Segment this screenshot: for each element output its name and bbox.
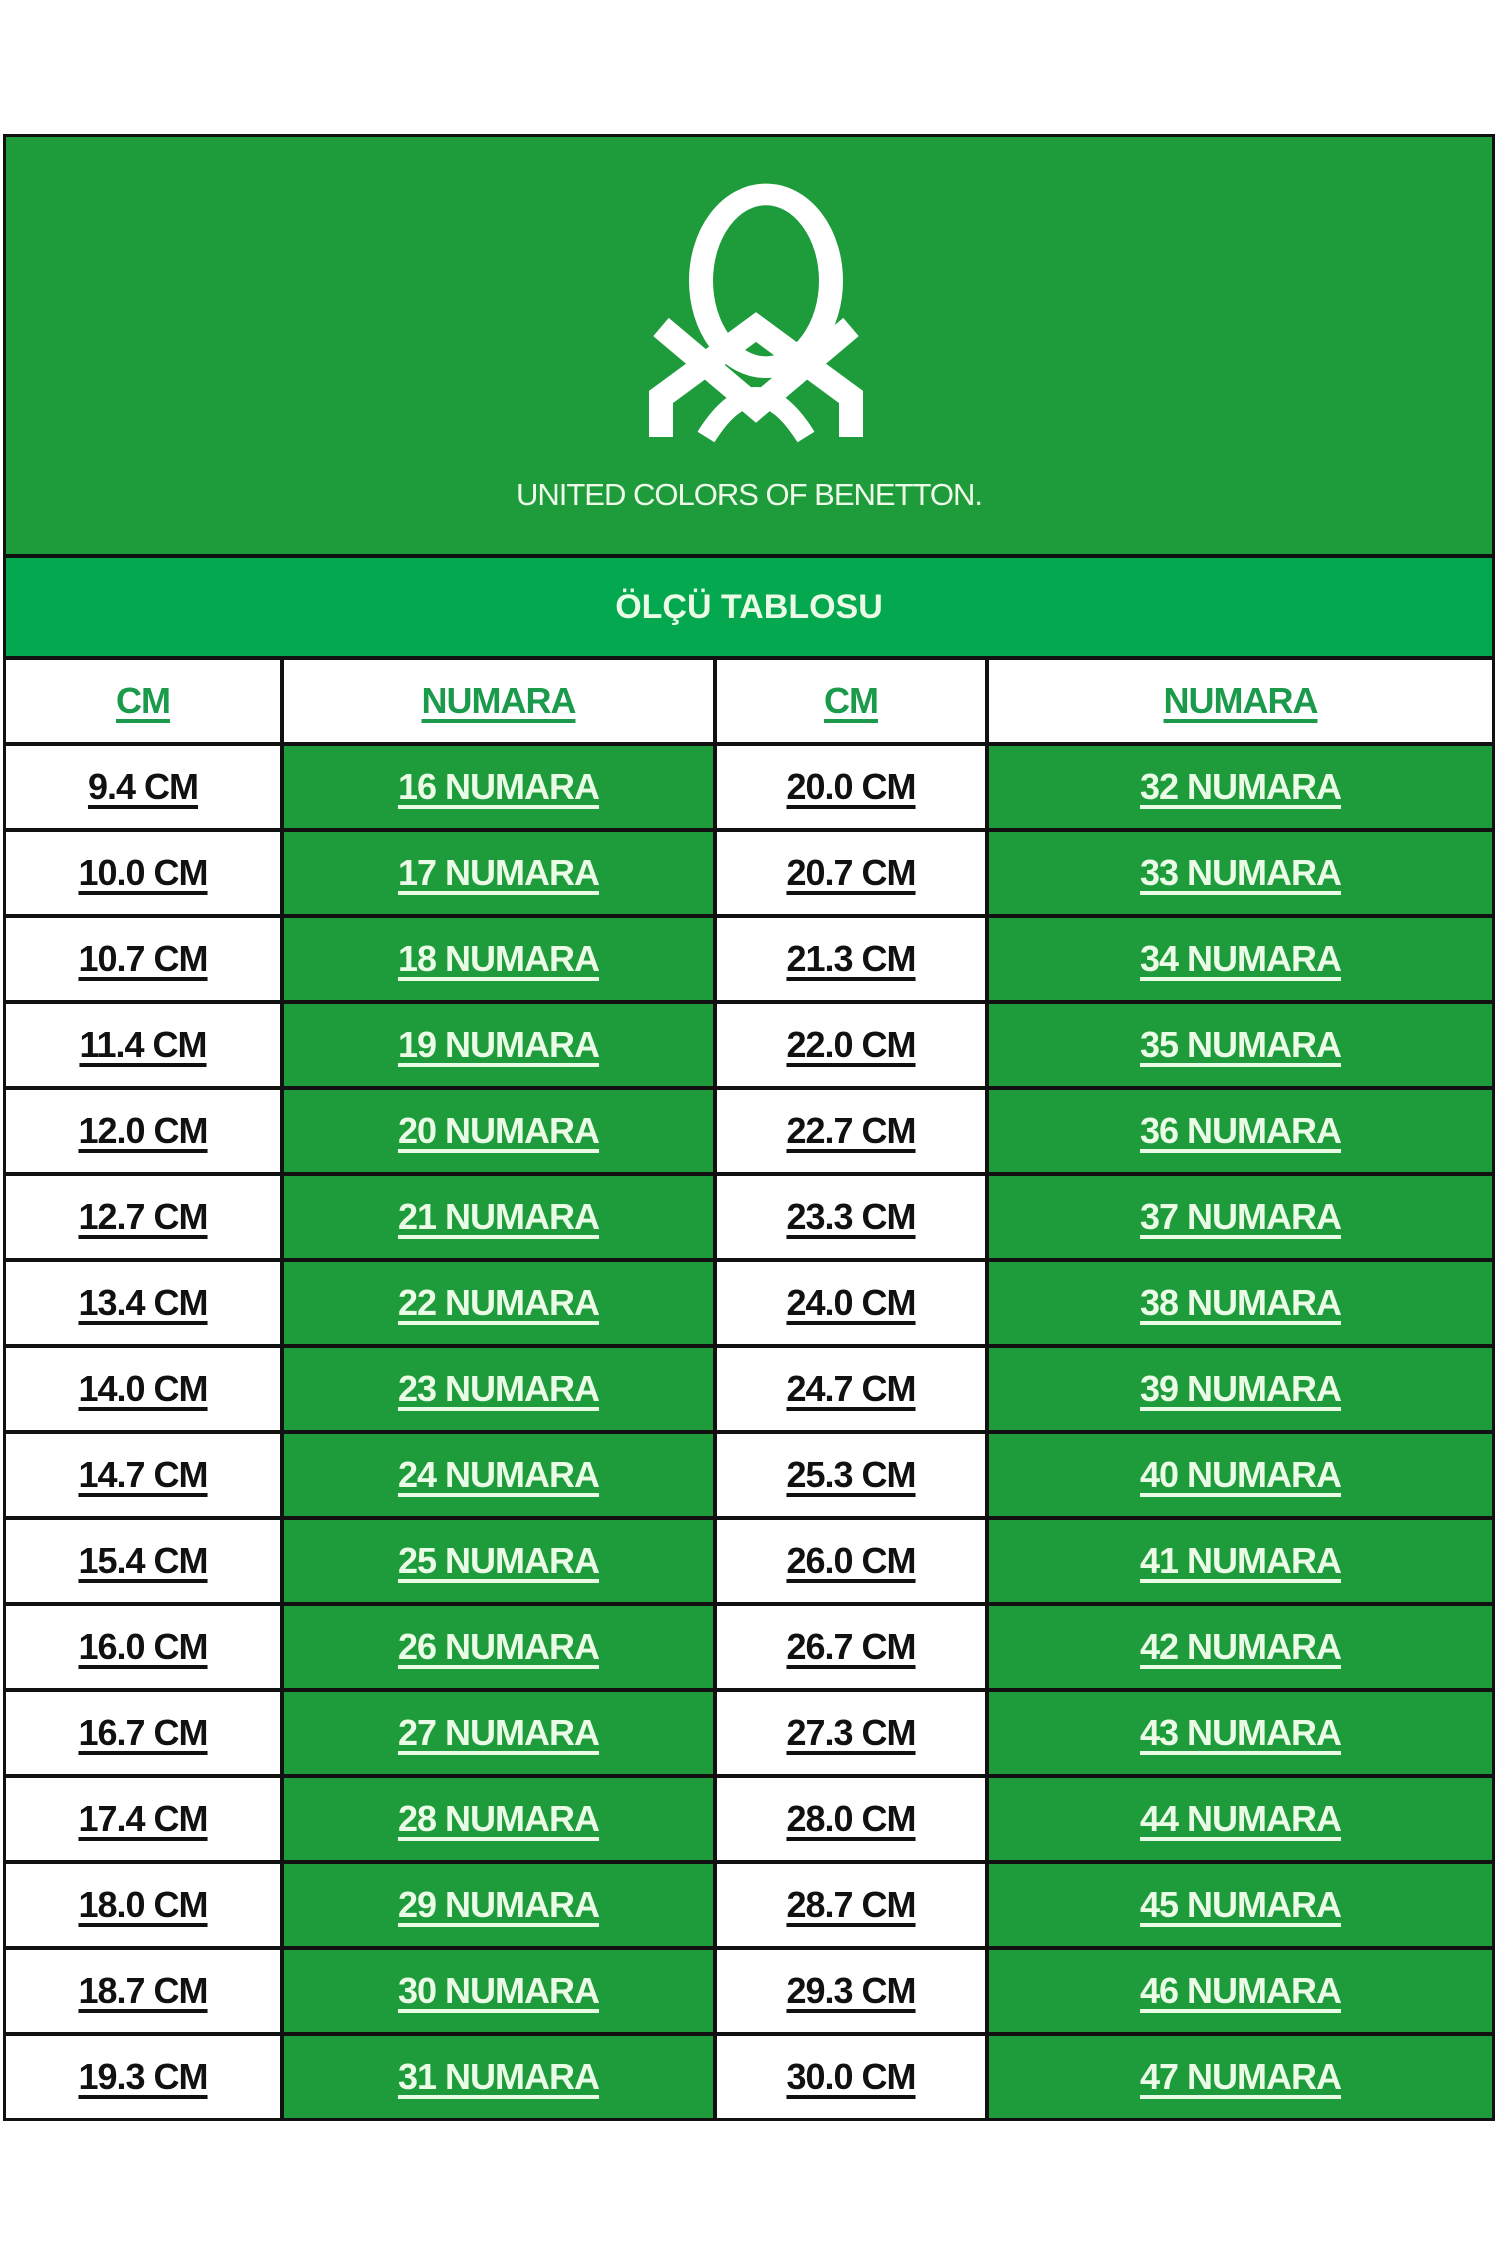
numara-cell: 47 NUMARA <box>989 2036 1492 2118</box>
cm-cell: 14.7 CM <box>6 1434 280 1516</box>
numara-cell: 34 NUMARA <box>989 918 1492 1000</box>
table-row: 18.0 CM 29 NUMARA 28.7 CM 45 NUMARA <box>6 1864 1492 1946</box>
numara-cell: 39 NUMARA <box>989 1348 1492 1430</box>
numara-cell: 45 NUMARA <box>989 1864 1492 1946</box>
column-header-cm: CM <box>717 660 985 742</box>
cm-cell: 25.3 CM <box>717 1434 985 1516</box>
cm-cell: 20.7 CM <box>717 832 985 914</box>
cm-cell: 24.0 CM <box>717 1262 985 1344</box>
numara-cell: 32 NUMARA <box>989 746 1492 828</box>
numara-cell: 46 NUMARA <box>989 1950 1492 2032</box>
chart-title: ÖLÇÜ TABLOSU <box>6 558 1492 656</box>
table-row: 11.4 CM 19 NUMARA 22.0 CM 35 NUMARA <box>6 1004 1492 1086</box>
numara-cell: 18 NUMARA <box>284 918 713 1000</box>
cm-cell: 22.0 CM <box>717 1004 985 1086</box>
numara-cell: 36 NUMARA <box>989 1090 1492 1172</box>
table-row: 13.4 CM 22 NUMARA 24.0 CM 38 NUMARA <box>6 1262 1492 1344</box>
numara-cell: 29 NUMARA <box>284 1864 713 1946</box>
table-row: 17.4 CM 28 NUMARA 28.0 CM 44 NUMARA <box>6 1778 1492 1860</box>
numara-cell: 37 NUMARA <box>989 1176 1492 1258</box>
table-row: 12.7 CM 21 NUMARA 23.3 CM 37 NUMARA <box>6 1176 1492 1258</box>
numara-cell: 38 NUMARA <box>989 1262 1492 1344</box>
table-row: 14.7 CM 24 NUMARA 25.3 CM 40 NUMARA <box>6 1434 1492 1516</box>
cm-cell: 16.7 CM <box>6 1692 280 1774</box>
numara-cell: 35 NUMARA <box>989 1004 1492 1086</box>
cm-cell: 13.4 CM <box>6 1262 280 1344</box>
numara-cell: 28 NUMARA <box>284 1778 713 1860</box>
numara-cell: 17 NUMARA <box>284 832 713 914</box>
benetton-logo-icon <box>649 183 863 443</box>
numara-cell: 30 NUMARA <box>284 1950 713 2032</box>
table-row: 9.4 CM 16 NUMARA 20.0 CM 32 NUMARA <box>6 746 1492 828</box>
numara-cell: 43 NUMARA <box>989 1692 1492 1774</box>
cm-cell: 20.0 CM <box>717 746 985 828</box>
cm-cell: 10.0 CM <box>6 832 280 914</box>
table-row: 16.7 CM 27 NUMARA 27.3 CM 43 NUMARA <box>6 1692 1492 1774</box>
cm-cell: 12.0 CM <box>6 1090 280 1172</box>
cm-cell: 27.3 CM <box>717 1692 985 1774</box>
cm-cell: 10.7 CM <box>6 918 280 1000</box>
table-row: 14.0 CM 23 NUMARA 24.7 CM 39 NUMARA <box>6 1348 1492 1430</box>
table-body: 9.4 CM 16 NUMARA 20.0 CM 32 NUMARA 10.0 CM 17… <box>6 746 1492 2118</box>
cm-cell: 16.0 CM <box>6 1606 280 1688</box>
numara-cell: 26 NUMARA <box>284 1606 713 1688</box>
header-row: CM NUMARA CM NUMARA <box>6 660 1492 742</box>
table-row: 12.0 CM 20 NUMARA 22.7 CM 36 NUMARA <box>6 1090 1492 1172</box>
numara-cell: 42 NUMARA <box>989 1606 1492 1688</box>
numara-cell: 19 NUMARA <box>284 1004 713 1086</box>
numara-cell: 25 NUMARA <box>284 1520 713 1602</box>
numara-cell: 40 NUMARA <box>989 1434 1492 1516</box>
cm-cell: 14.0 CM <box>6 1348 280 1430</box>
cm-cell: 30.0 CM <box>717 2036 985 2118</box>
numara-cell: 27 NUMARA <box>284 1692 713 1774</box>
cm-cell: 29.3 CM <box>717 1950 985 2032</box>
table-row: 16.0 CM 26 NUMARA 26.7 CM 42 NUMARA <box>6 1606 1492 1688</box>
brand-name: UNITED COLORS OF BENETTON. <box>515 477 983 512</box>
cm-cell: 24.7 CM <box>717 1348 985 1430</box>
cm-cell: 9.4 CM <box>6 746 280 828</box>
table-row: 19.3 CM 31 NUMARA 30.0 CM 47 NUMARA <box>6 2036 1492 2118</box>
numara-cell: 24 NUMARA <box>284 1434 713 1516</box>
cm-cell: 19.3 CM <box>6 2036 280 2118</box>
cm-cell: 26.7 CM <box>717 1606 985 1688</box>
cm-cell: 26.0 CM <box>717 1520 985 1602</box>
numara-cell: 23 NUMARA <box>284 1348 713 1430</box>
numara-cell: 20 NUMARA <box>284 1090 713 1172</box>
column-header-numara: NUMARA <box>284 660 713 742</box>
cm-cell: 28.0 CM <box>717 1778 985 1860</box>
numara-cell: 31 NUMARA <box>284 2036 713 2118</box>
cm-cell: 18.0 CM <box>6 1864 280 1946</box>
column-header-numara: NUMARA <box>989 660 1492 742</box>
numara-cell: 22 NUMARA <box>284 1262 713 1344</box>
size-chart-table: UNITED COLORS OF BENETTON. ÖLÇÜ TABLOSU … <box>3 134 1495 2121</box>
cm-cell: 15.4 CM <box>6 1520 280 1602</box>
cm-cell: 12.7 CM <box>6 1176 280 1258</box>
cm-cell: 11.4 CM <box>6 1004 280 1086</box>
cm-cell: 18.7 CM <box>6 1950 280 2032</box>
table-row: 18.7 CM 30 NUMARA 29.3 CM 46 NUMARA <box>6 1950 1492 2032</box>
cm-cell: 21.3 CM <box>717 918 985 1000</box>
numara-cell: 21 NUMARA <box>284 1176 713 1258</box>
logo-header: UNITED COLORS OF BENETTON. <box>6 137 1492 554</box>
table-row: 10.7 CM 18 NUMARA 21.3 CM 34 NUMARA <box>6 918 1492 1000</box>
table-row: 10.0 CM 17 NUMARA 20.7 CM 33 NUMARA <box>6 832 1492 914</box>
numara-cell: 41 NUMARA <box>989 1520 1492 1602</box>
column-header-cm: CM <box>6 660 280 742</box>
cm-cell: 23.3 CM <box>717 1176 985 1258</box>
cm-cell: 22.7 CM <box>717 1090 985 1172</box>
numara-cell: 16 NUMARA <box>284 746 713 828</box>
numara-cell: 44 NUMARA <box>989 1778 1492 1860</box>
cm-cell: 28.7 CM <box>717 1864 985 1946</box>
table-row: 15.4 CM 25 NUMARA 26.0 CM 41 NUMARA <box>6 1520 1492 1602</box>
cm-cell: 17.4 CM <box>6 1778 280 1860</box>
numara-cell: 33 NUMARA <box>989 832 1492 914</box>
